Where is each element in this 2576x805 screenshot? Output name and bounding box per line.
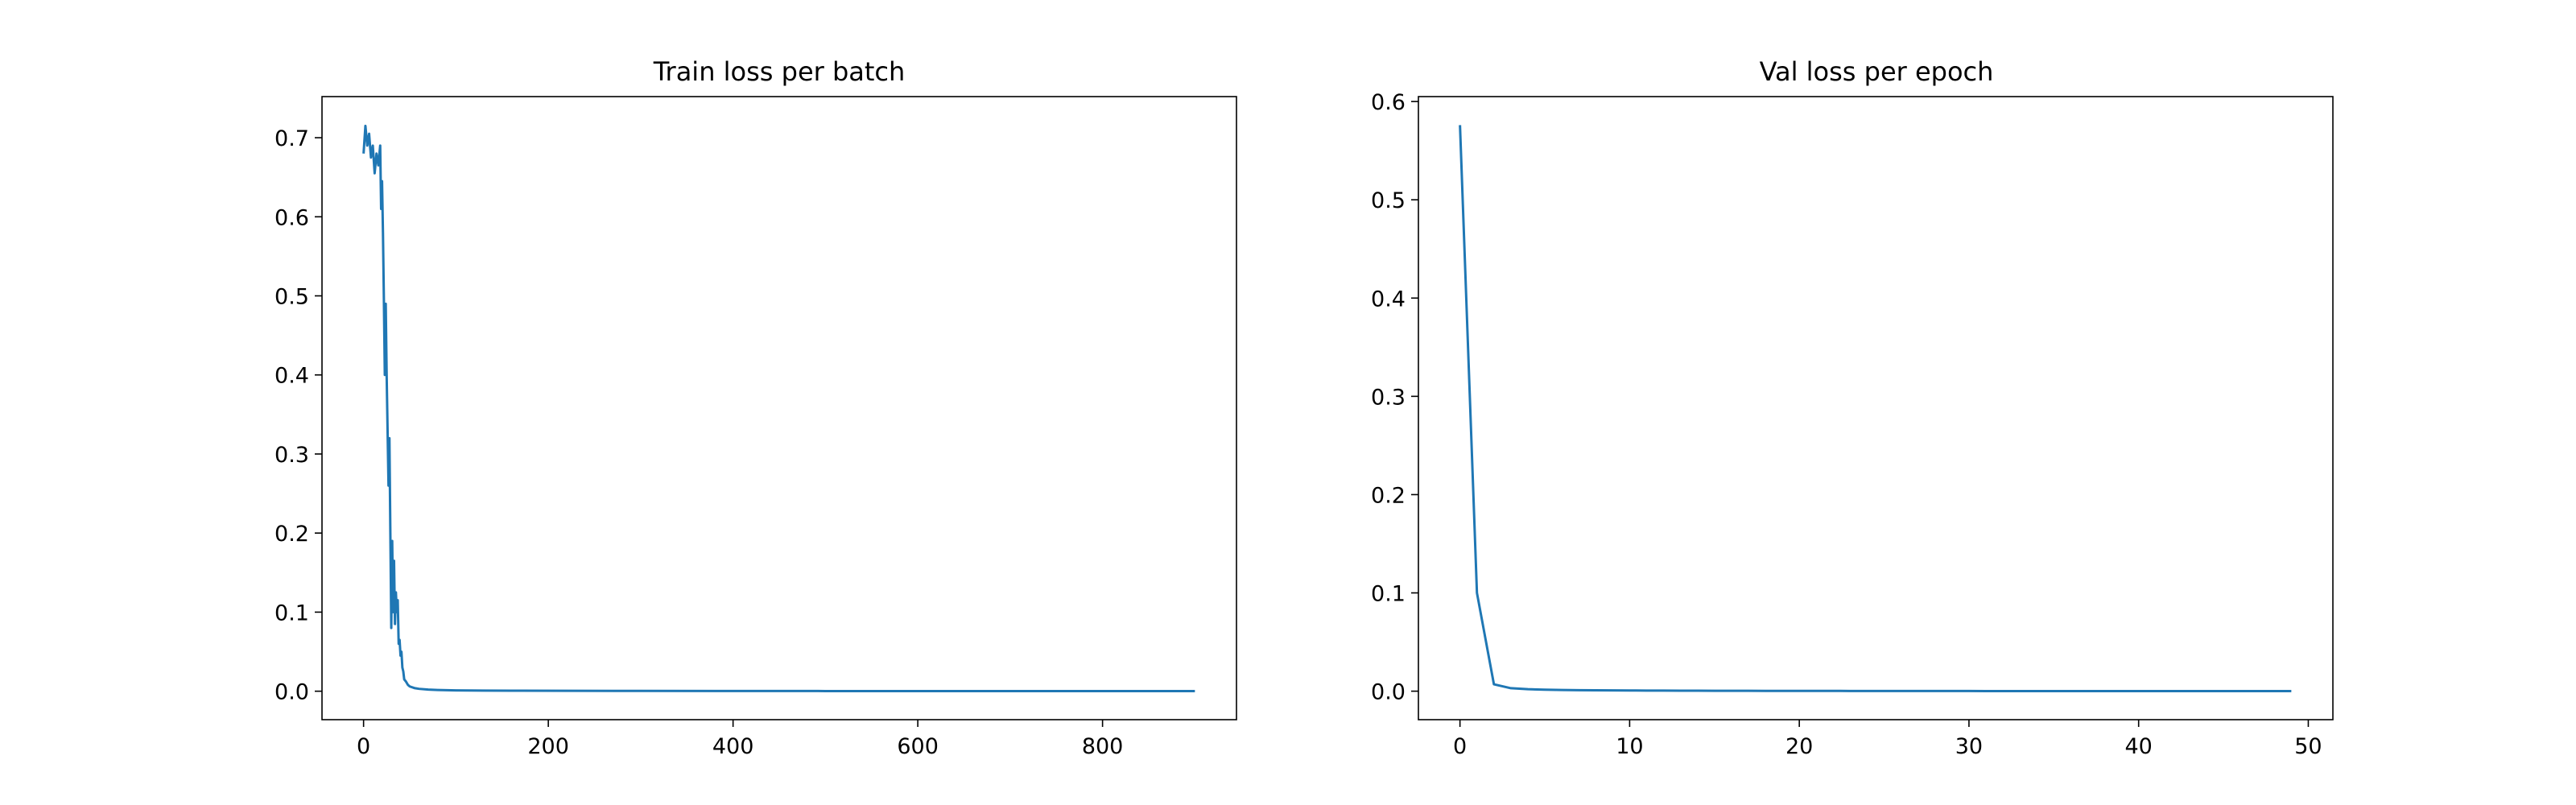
train-loss-ytick-label: 0.6 [275, 205, 309, 230]
train-loss-ytick-label: 0.2 [275, 522, 309, 547]
val-loss-plot-area: 0 10 20 30 40 50 0.0 0.1 0.2 0.3 0.4 0.5 0.6 [1371, 90, 2322, 759]
train-loss-xtick-label: 400 [712, 734, 754, 759]
val-loss-panel: Val loss per epoch 0 10 20 30 40 500.00.10.20… [1371, 56, 2334, 759]
val-loss-xtick-label: 20 [1785, 734, 1813, 759]
train-loss-xtick-label: 200 [527, 734, 569, 759]
val-loss-title: Val loss per epoch [1760, 56, 1994, 87]
val-loss-xtick-label: 50 [2294, 734, 2322, 759]
val-loss-xtick-label: 30 [1955, 734, 1983, 759]
train-loss-title: Train loss per batch [653, 56, 906, 87]
train-loss-xtick-label: 0 [357, 734, 370, 759]
train-loss-ytick-label: 0.0 [275, 680, 309, 705]
train-loss-series-line [362, 124, 1195, 693]
val-loss-ytick-label: 0.3 [1371, 385, 1406, 410]
train-loss-xtick-label: 600 [897, 734, 939, 759]
val-loss-ytick-label: 0.4 [1371, 287, 1406, 312]
val-loss-ytick-label: 0.1 [1371, 582, 1406, 607]
train-loss-ytick-label: 0.5 [275, 285, 309, 310]
val-loss-series-line [1459, 125, 2292, 692]
train-loss-axes-frame [321, 96, 1237, 720]
val-loss-ytick-label: 0.0 [1371, 680, 1406, 705]
train-loss-plot-area: 0 200 400 600 800 0.0 0.1 0.2 0.3 0.4 0.5 0.6 0.7 [275, 124, 1195, 759]
val-loss-axes-frame [1418, 96, 2334, 720]
val-loss-ytick-label: 0.5 [1371, 188, 1406, 213]
val-loss-xtick-label: 40 [2124, 734, 2152, 759]
val-loss-xtick-label: 10 [1616, 734, 1643, 759]
train-loss-ytick-label: 0.7 [275, 126, 309, 151]
train-loss-ytick-label: 0.3 [275, 443, 309, 468]
train-loss-panel: Train loss per batch 0 200 400 600 800 0.0 0.1… [275, 56, 1237, 759]
train-loss-ytick-label: 0.4 [275, 364, 309, 389]
train-loss-ytick-label: 0.1 [275, 601, 309, 625]
val-loss-ytick-label: 0.6 [1371, 90, 1406, 115]
val-loss-xtick-label: 0 [1453, 734, 1467, 759]
train-loss-xtick-label: 800 [1082, 734, 1124, 759]
val-loss-ytick-label: 0.2 [1371, 483, 1406, 508]
